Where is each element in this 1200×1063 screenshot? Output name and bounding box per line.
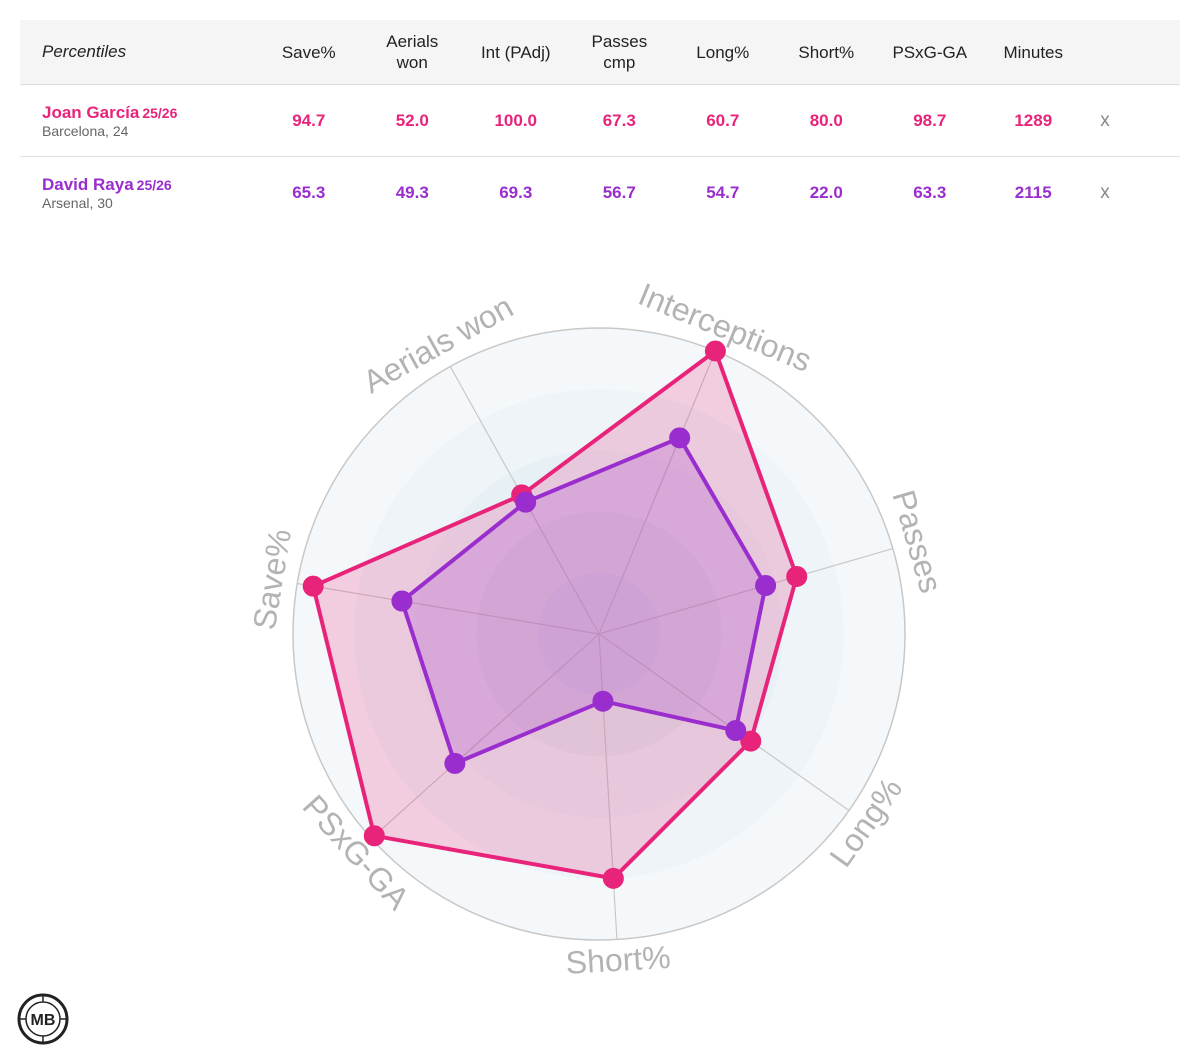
series-point[interactable] — [592, 690, 614, 712]
radar-outer-ring — [292, 327, 906, 941]
series-point[interactable] — [704, 340, 726, 362]
player-club: Arsenal, 30 — [42, 194, 113, 211]
series-polygon — [399, 435, 768, 766]
stat-value: 80.0 — [809, 111, 843, 130]
svg-text:MB: MB — [31, 1012, 56, 1029]
table-header: Percentiles Save% Aerials won Int (PAdj)… — [20, 20, 1180, 85]
stat-value: 22.0 — [809, 183, 843, 202]
header-int-padj[interactable]: Int (PAdj) — [480, 42, 551, 62]
stat-value: 65.3 — [292, 183, 326, 202]
axis-label: Save% — [246, 526, 298, 632]
series-point[interactable] — [786, 565, 808, 587]
remove-player-button[interactable]: x — [1100, 109, 1110, 131]
series-point[interactable] — [363, 825, 385, 847]
series-point[interactable] — [444, 752, 466, 774]
stat-value: 98.7 — [913, 111, 947, 130]
stat-value: 1289 — [1014, 111, 1053, 130]
series-point[interactable] — [391, 590, 413, 612]
radar-spoke — [297, 582, 600, 635]
mb-logo-icon: MB — [17, 993, 69, 1045]
stat-value: 54.7 — [706, 183, 740, 202]
header-save-pct[interactable]: Save% — [281, 42, 336, 62]
stat-value: 63.3 — [913, 183, 947, 202]
stat-value: 67.3 — [602, 111, 636, 130]
player-cell: Joan García 25/26 Barcelona, 24 — [20, 103, 257, 139]
player-season: 25/26 — [136, 176, 172, 193]
header-minutes[interactable]: Minutes — [1003, 42, 1064, 62]
player-name[interactable]: Joan García — [42, 102, 140, 122]
series-point[interactable] — [725, 720, 747, 742]
stat-value: 52.0 — [395, 111, 429, 130]
stat-value: 69.3 — [499, 183, 533, 202]
header-aerials-won[interactable]: Aerials won — [386, 32, 439, 72]
series-point[interactable] — [302, 575, 324, 597]
series-point[interactable] — [515, 491, 537, 513]
series-point[interactable] — [602, 867, 624, 889]
stat-value: 2115 — [1014, 183, 1052, 202]
player-cell: David Raya 25/26 Arsenal, 30 — [20, 175, 257, 211]
series-point[interactable] — [669, 427, 691, 449]
player-name[interactable]: David Raya — [42, 174, 134, 194]
header-percentiles-label: Percentiles — [42, 42, 127, 61]
header-passes-cmp[interactable]: Passes cmp — [591, 32, 648, 72]
header-long-pct[interactable]: Long% — [696, 42, 750, 62]
series-polygon — [311, 349, 799, 881]
remove-player-button[interactable]: x — [1100, 181, 1110, 203]
stat-value: 100.0 — [494, 111, 538, 130]
header-short-pct[interactable]: Short% — [798, 42, 855, 62]
table-row: Joan García 25/26 Barcelona, 24 94.7 52.0… — [20, 85, 1180, 157]
radar-spoke — [598, 633, 850, 811]
player-club: Barcelona, 24 — [42, 122, 129, 139]
stat-value: 56.7 — [602, 183, 636, 202]
series-point[interactable] — [755, 575, 777, 597]
stat-value: 94.7 — [292, 111, 326, 130]
header-psxg-ga[interactable]: PSxG-GA — [892, 42, 968, 62]
radar-spoke — [598, 350, 716, 635]
axis-label: Short% — [565, 939, 672, 981]
player-season: 25/26 — [142, 104, 178, 121]
radar-spoke — [598, 547, 893, 635]
table-row: David Raya 25/26 Arsenal, 30 65.3 49.3 69… — [20, 157, 1180, 228]
radar-spoke — [370, 633, 600, 839]
comparison-table: Percentiles Save% Aerials won Int (PAdj)… — [20, 20, 1180, 228]
series-point[interactable] — [740, 730, 762, 752]
stat-value: 49.3 — [395, 183, 429, 202]
stat-value: 60.7 — [706, 111, 740, 130]
